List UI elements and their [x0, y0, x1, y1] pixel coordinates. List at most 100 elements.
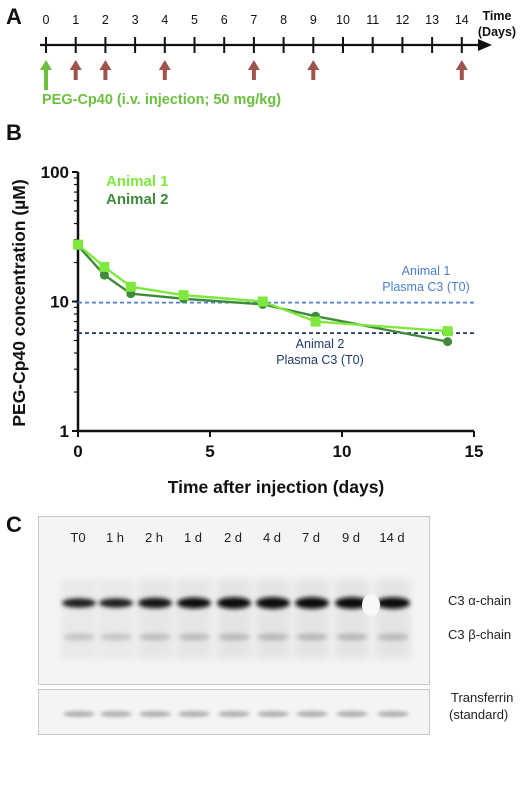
lane-label: 1 d	[183, 530, 203, 545]
panel-a-letter: A	[6, 4, 22, 29]
transferrin-band	[218, 711, 250, 717]
lane-smear	[138, 579, 172, 659]
timeline-tick-label: 2	[102, 13, 109, 27]
injection-arrow	[455, 60, 468, 80]
data-point	[99, 270, 109, 280]
transferrin-band	[336, 711, 368, 717]
timeline-tick-label: 1	[72, 13, 79, 27]
data-point	[73, 239, 83, 250]
transferrin-label-line1: Transferrin	[451, 690, 514, 705]
data-point	[443, 337, 453, 347]
alpha-chain-band	[177, 597, 211, 609]
timeline-tick-label: 8	[280, 13, 287, 27]
x-tick-label: 5	[205, 442, 214, 461]
beta-chain-band	[377, 633, 409, 641]
alpha-chain-band	[62, 598, 96, 608]
timeline-tick-label: 6	[221, 13, 228, 27]
lane-label: 2 d	[223, 530, 243, 545]
x-tick-label: 10	[333, 442, 352, 461]
y-tick-label: 10	[50, 293, 69, 312]
alpha-chain-band	[295, 597, 329, 609]
lane-smear	[217, 579, 251, 659]
transferrin-band	[100, 711, 132, 717]
timeline-tick-label: 7	[250, 13, 257, 27]
lane-smear	[295, 579, 329, 659]
transferrin-band	[296, 711, 328, 717]
beta-chain-band	[257, 633, 289, 641]
panel-c-letter: C	[6, 512, 22, 537]
blot-c3-bands	[62, 579, 410, 659]
transferrin-band	[178, 711, 210, 717]
injection-arrow	[40, 60, 52, 90]
lane-label: 1 h	[105, 530, 125, 545]
timeline-tick-label: 14	[455, 13, 469, 27]
transferrin-band	[139, 711, 171, 717]
timeline-tick-label: 5	[191, 13, 198, 27]
transferrin-band	[377, 711, 409, 717]
injection-arrow	[247, 60, 260, 80]
lane-label: 2 h	[144, 530, 164, 545]
alpha-chain-band	[138, 597, 172, 609]
x-tick-label: 0	[73, 442, 82, 461]
lane-smear	[256, 579, 290, 659]
timeline-tick-label: 9	[310, 13, 317, 27]
legend-animal-1: Animal 1	[106, 173, 169, 190]
lane-label: 4 d	[262, 530, 282, 545]
injection-label: PEG-Cp40 (i.v. injection; 50 mg/kg)	[42, 92, 281, 108]
beta-chain-band	[139, 633, 171, 641]
y-tick-label: 100	[41, 163, 69, 182]
timeline-tick-label: 3	[132, 13, 139, 27]
series-1	[73, 239, 453, 337]
beta-chain-band	[63, 633, 95, 641]
lane-smear	[376, 579, 410, 659]
beta-chain-band	[100, 633, 132, 641]
ref-line-2-label-line2: Plasma C3 (T0)	[276, 353, 364, 367]
ref-line-1-label-line2: Plasma C3 (T0)	[382, 280, 470, 294]
lane-label: 7 d	[301, 530, 321, 545]
timeline-axis-title-line1: Time	[483, 9, 512, 23]
beta-chain-band	[296, 633, 328, 641]
x-tick-label: 15	[465, 442, 484, 461]
injection-arrow	[69, 60, 82, 80]
lane-label: 9 d	[341, 530, 361, 545]
injection-arrow	[307, 60, 320, 80]
blot-artifact-spot	[362, 594, 380, 616]
lane-label: T0	[70, 530, 86, 545]
alpha-chain-band	[217, 597, 251, 609]
lane-smear	[62, 579, 96, 659]
data-point	[257, 296, 268, 307]
timeline-tick-label: 12	[395, 13, 409, 27]
transferrin-band	[257, 711, 289, 717]
chart-y-label: PEG-Cp40 concentration (µM)	[9, 179, 29, 426]
band-label-beta: C3 β-chain	[448, 627, 512, 642]
western-blot-transferrin	[38, 689, 430, 735]
injection-arrow	[158, 60, 171, 80]
lane-smear	[99, 579, 133, 659]
timeline-tick-label: 13	[425, 13, 439, 27]
western-blot-c3	[38, 516, 430, 685]
transferrin-label-line2: (standard)	[449, 707, 509, 722]
legend-animal-2: Animal 2	[106, 191, 169, 208]
timeline-arrowhead	[478, 39, 492, 51]
data-point	[99, 261, 110, 272]
band-label-alpha: C3 α-chain	[448, 593, 512, 608]
alpha-chain-band	[376, 597, 410, 609]
alpha-chain-band	[99, 598, 133, 608]
timeline-tick-label: 10	[336, 13, 350, 27]
blot-transferrin-bands	[63, 711, 409, 717]
beta-chain-band	[336, 633, 368, 641]
panel-b-letter: B	[6, 120, 22, 145]
alpha-chain-band	[335, 597, 369, 609]
timeline-tick-label: 0	[43, 13, 50, 27]
chart-x-label: Time after injection (days)	[168, 477, 385, 497]
data-point	[125, 281, 136, 292]
timeline-tick-label: 4	[161, 13, 168, 27]
timeline-axis-title-line2: (Days)	[478, 25, 516, 39]
data-point	[310, 316, 321, 327]
lane-smear	[177, 579, 211, 659]
lane-smear	[335, 579, 369, 659]
injection-arrow	[99, 60, 112, 80]
ref-line-2-label-line1: Animal 2	[296, 337, 345, 351]
injection-timeline: 0 1 2 3 4 5 6 7 8 9 10 11 12 13 14 Time (Days) PEG-Cp4…	[40, 9, 516, 108]
timeline-tick-label: 11	[366, 13, 379, 27]
